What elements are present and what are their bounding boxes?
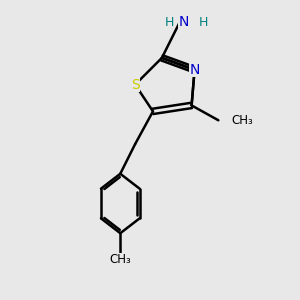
Text: CH₃: CH₃ [232, 114, 253, 127]
Text: S: S [131, 78, 140, 92]
Text: H: H [199, 16, 208, 29]
Text: N: N [179, 15, 189, 29]
Text: H: H [164, 16, 174, 29]
Text: CH₃: CH₃ [110, 254, 131, 266]
Text: N: N [189, 63, 200, 77]
